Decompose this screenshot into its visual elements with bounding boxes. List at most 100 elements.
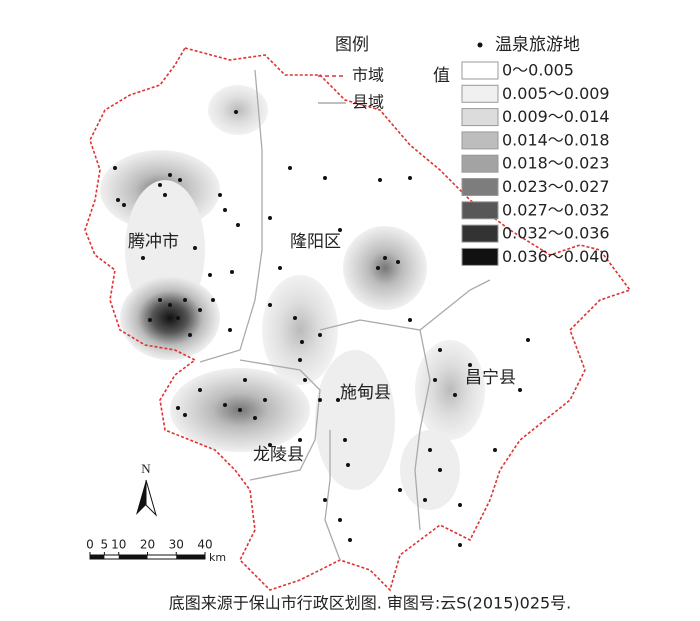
hot-spring-point <box>268 443 272 447</box>
hot-spring-point <box>268 216 272 220</box>
hot-spring-point <box>198 308 202 312</box>
legend-value-label: 值 <box>433 66 450 86</box>
legend-swatch <box>461 224 499 243</box>
hot-spring-point <box>438 348 442 352</box>
hot-spring-point <box>343 438 347 442</box>
hot-spring-point <box>176 316 180 320</box>
hot-spring-point <box>423 498 427 502</box>
hot-spring-point <box>243 378 247 382</box>
scale-tick-label: 40 <box>197 538 212 552</box>
north-label: N <box>141 461 151 476</box>
place-label: 龙陵县 <box>253 445 304 465</box>
legend-class-label: 0～0.005 <box>502 61 574 80</box>
hot-spring-point <box>223 208 227 212</box>
hot-spring-point <box>113 166 117 170</box>
hot-spring-point <box>116 198 120 202</box>
legend-county: 县域 <box>352 93 384 112</box>
legend-title: 图例 <box>335 35 369 55</box>
hot-spring-point <box>468 363 472 367</box>
hot-spring-point <box>168 173 172 177</box>
hot-spring-point <box>158 298 162 302</box>
hot-spring-point <box>408 176 412 180</box>
hot-spring-point <box>263 398 267 402</box>
hot-spring-point <box>223 403 227 407</box>
hot-spring-point <box>298 358 302 362</box>
hot-spring-point <box>323 498 327 502</box>
legend-class-label: 0.036～0.040 <box>502 247 610 266</box>
place-label: 昌宁县 <box>465 368 516 388</box>
legend-swatch <box>461 108 499 127</box>
place-label: 施甸县 <box>340 383 391 403</box>
hot-spring-point <box>323 176 327 180</box>
hot-spring-point <box>408 318 412 322</box>
hot-spring-point <box>176 406 180 410</box>
hot-spring-points <box>113 110 530 547</box>
hot-spring-point <box>193 246 197 250</box>
place-label: 腾冲市 <box>128 232 179 252</box>
legend-classes: 0～0.005 0.005～0.009 0.009～0.014 0.014～0.018… <box>461 61 610 266</box>
hot-spring-point <box>303 378 307 382</box>
hot-spring-point <box>218 193 222 197</box>
hot-spring-point <box>168 303 172 307</box>
hot-spring-point <box>428 448 432 452</box>
place-label: 隆阳区 <box>290 232 341 252</box>
hot-spring-point <box>493 448 497 452</box>
legend-class-label: 0.005～0.009 <box>502 84 610 103</box>
scale-unit: km <box>209 551 226 564</box>
legend-swatch <box>461 247 499 266</box>
hot-spring-point <box>453 393 457 397</box>
hot-spring-point <box>348 538 352 542</box>
hot-spring-point <box>518 388 522 392</box>
hot-spring-point <box>122 203 126 207</box>
hot-spring-point <box>433 378 437 382</box>
legend-class-label: 0.023～0.027 <box>502 177 610 196</box>
legend-swatch <box>461 201 499 220</box>
hot-spring-point <box>163 193 167 197</box>
hot-spring-point <box>338 228 342 232</box>
legend-class-label: 0.014～0.018 <box>502 130 610 149</box>
legend-swatch <box>461 178 499 196</box>
hot-spring-point <box>458 543 462 547</box>
hot-spring-point <box>141 256 145 260</box>
legend-class-label: 0.018～0.023 <box>502 154 610 173</box>
legend-city: 市域 <box>352 66 384 85</box>
hot-spring-point <box>376 266 380 270</box>
legend-class-label: 0.027～0.032 <box>502 200 610 219</box>
hot-spring-point <box>300 340 304 344</box>
hot-spring-point <box>234 110 238 114</box>
legend-swatch <box>461 84 499 103</box>
scale-tick-label: 5 <box>101 538 109 552</box>
hot-spring-point <box>298 438 302 442</box>
scale-tick-label: 10 <box>111 538 126 552</box>
hot-spring-point <box>208 273 212 277</box>
scale-tick-label: 20 <box>140 538 155 552</box>
hot-spring-point <box>158 183 162 187</box>
scale-bar-segment <box>176 555 205 559</box>
hot-spring-point <box>278 266 282 270</box>
scale-tick-label: 30 <box>169 538 184 552</box>
hot-spring-point <box>236 223 240 227</box>
hot-spring-point <box>188 333 192 337</box>
hot-spring-point <box>526 338 530 342</box>
hot-spring-point <box>198 388 202 392</box>
hot-spring-point <box>178 178 182 182</box>
scale-bar-segment <box>90 555 105 559</box>
hot-spring-point <box>338 518 342 522</box>
legend-swatch <box>461 61 499 80</box>
legend-class-label: 0.009～0.014 <box>502 107 610 126</box>
hot-spring-point <box>336 398 340 402</box>
hot-spring-point <box>318 398 322 402</box>
scale-tick-label: 0 <box>86 538 94 552</box>
hot-spring-point <box>318 333 322 337</box>
hot-spring-point <box>183 413 187 417</box>
hot-spring-point <box>230 270 234 274</box>
caption: 底图来源于保山市行政区划图. 审图号:云S(2015)025号. <box>169 594 572 613</box>
legend-class-label: 0.032～0.036 <box>502 224 610 243</box>
legend-point <box>477 42 483 48</box>
hot-spring-point <box>293 316 297 320</box>
scale-bar-segment <box>118 555 148 559</box>
hot-spring-point <box>383 256 387 260</box>
